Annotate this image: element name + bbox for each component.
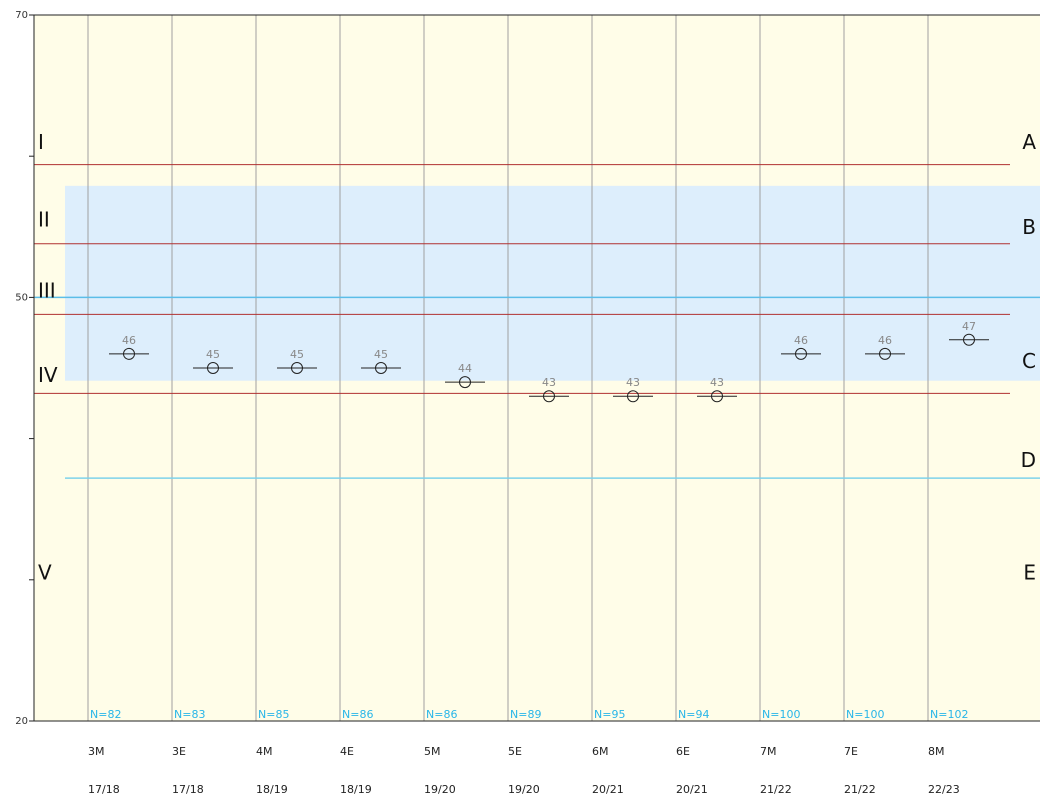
x-year-label: 21/22 (844, 783, 876, 796)
data-label: 43 (710, 376, 724, 389)
left-band-label: V (38, 561, 52, 585)
data-point-marker (795, 347, 807, 360)
data-point-marker (963, 333, 975, 346)
n-label: N=95 (594, 708, 625, 721)
left-band-label: III (38, 278, 56, 302)
x-tick-label: 6E (676, 745, 690, 758)
x-tick-label: 7E (844, 745, 858, 758)
data-label: 46 (794, 334, 808, 347)
x-year-label: 19/20 (424, 783, 456, 796)
n-label: N=89 (510, 708, 541, 721)
shaded-band (65, 185, 1040, 381)
x-year-label: 19/20 (508, 783, 540, 796)
left-band-label: I (38, 130, 44, 154)
y-tick-label: 50 (15, 292, 28, 303)
n-label: N=94 (678, 708, 709, 721)
data-point-marker (123, 347, 135, 360)
n-label: N=82 (90, 708, 121, 721)
data-label: 45 (374, 348, 388, 361)
n-label: N=102 (930, 708, 968, 721)
data-point-marker (879, 347, 891, 360)
data-point-marker (711, 390, 723, 403)
data-point-marker (291, 362, 303, 374)
x-year-label: 18/19 (256, 783, 288, 796)
right-band-label: B (1022, 215, 1036, 239)
data-label: 43 (626, 376, 640, 389)
left-band-label: II (38, 208, 50, 232)
x-year-label: 21/22 (760, 783, 792, 796)
data-point-marker (459, 376, 471, 389)
x-tick-label: 7M (760, 745, 777, 758)
right-band-label: D (1021, 448, 1036, 472)
n-label: N=86 (342, 708, 373, 721)
x-year-label: 17/18 (88, 783, 120, 796)
x-tick-label: 3E (172, 745, 186, 758)
y-tick-label: 70 (15, 10, 28, 21)
right-band-label: A (1022, 130, 1036, 154)
x-tick-label: 5E (508, 745, 522, 758)
data-label: 46 (878, 334, 892, 347)
x-year-label: 22/23 (928, 783, 960, 796)
x-year-label: 17/18 (172, 783, 204, 796)
data-label: 47 (962, 320, 976, 333)
data-point-marker (207, 362, 219, 374)
data-point-marker (543, 390, 555, 403)
data-label: 46 (122, 334, 136, 347)
x-year-label: 18/19 (340, 783, 372, 796)
n-label: N=100 (762, 708, 800, 721)
x-year-label: 20/21 (676, 783, 708, 796)
n-label: N=85 (258, 708, 289, 721)
x-tick-label: 3M (88, 745, 105, 758)
data-label: 44 (458, 362, 472, 375)
x-tick-label: 4E (340, 745, 354, 758)
right-band-label: E (1023, 561, 1036, 585)
x-tick-label: 8M (928, 745, 945, 758)
data-label: 45 (206, 348, 220, 361)
x-tick-label: 4M (256, 745, 273, 758)
data-point-marker (375, 362, 387, 374)
n-label: N=83 (174, 708, 205, 721)
x-tick-label: 5M (424, 745, 441, 758)
data-label: 43 (542, 376, 556, 389)
data-label: 45 (290, 348, 304, 361)
x-tick-label: 6M (592, 745, 609, 758)
n-label: N=86 (426, 708, 457, 721)
right-band-label: C (1022, 349, 1036, 373)
left-band-label: IV (38, 363, 58, 387)
y-tick-label: 20 (15, 716, 28, 727)
data-point-marker (627, 390, 639, 403)
n-label: N=100 (846, 708, 884, 721)
x-year-label: 20/21 (592, 783, 624, 796)
